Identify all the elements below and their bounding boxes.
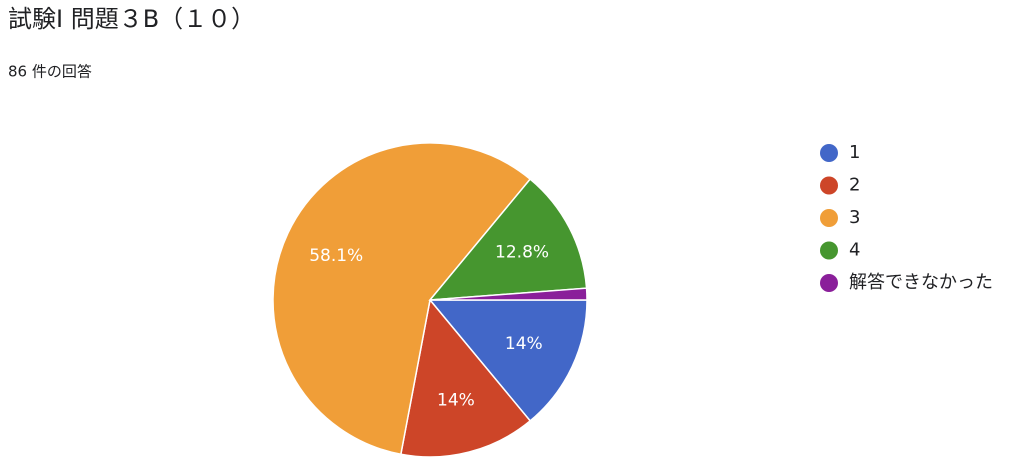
legend-marker: [820, 144, 838, 162]
slice-label: 14%: [437, 390, 475, 410]
legend-label: 解答できなかった: [849, 272, 993, 293]
chart-subtitle: 86 件の回答: [8, 63, 92, 81]
pie-slice: [428, 299, 588, 422]
legend-label: 3: [849, 207, 860, 228]
legend-label: 4: [849, 240, 860, 261]
legend-label: 1: [849, 142, 860, 163]
legend-marker: [820, 209, 838, 227]
legend-marker: [820, 274, 838, 292]
legend-marker: [820, 241, 838, 260]
chart-title: 試験Ⅰ 問題３B（１０）: [8, 5, 255, 33]
slice-label: 58.1%: [309, 246, 363, 266]
pie-slice: [399, 298, 532, 458]
pie-slice: [428, 178, 588, 301]
pie-slice: [429, 287, 588, 301]
legend-marker: [820, 176, 838, 195]
slice-label: 12.8%: [495, 242, 549, 262]
slice-label: 14%: [505, 334, 543, 354]
legend-label: 2: [849, 175, 860, 196]
pie-slice: [272, 142, 532, 456]
